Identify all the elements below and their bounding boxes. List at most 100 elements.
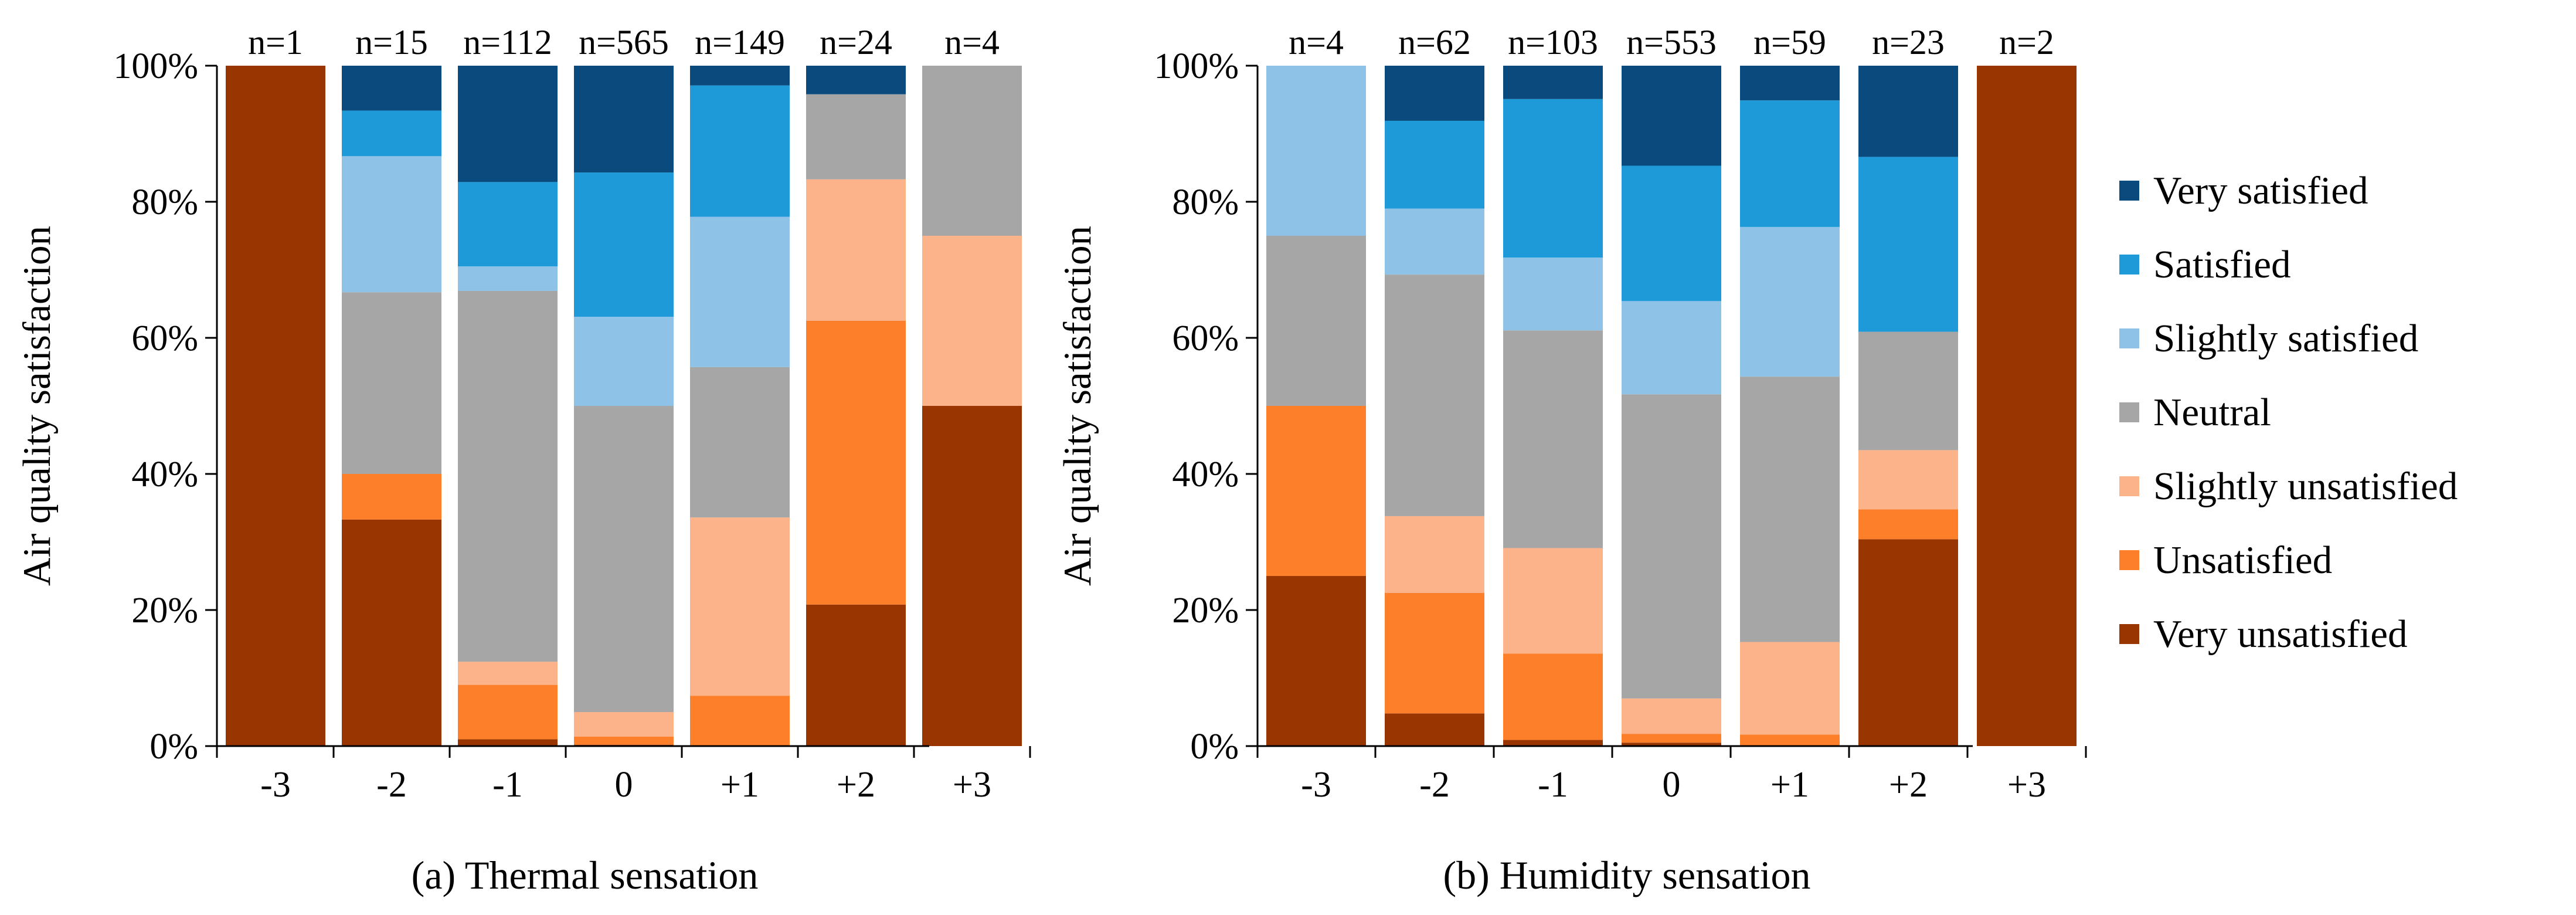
chart-a-bar-neutral-cat-6 — [922, 66, 1022, 236]
legend-swatch-unsatisfied — [2119, 550, 2139, 570]
chart-a-bar-unsatisfied-cat-2 — [458, 684, 558, 740]
chart-b-bar-very-unsatisfied-cat-3 — [1622, 743, 1721, 746]
chart-a-y-tick-label: 60% — [131, 318, 198, 358]
legend-item-slightly-satisfied: Slightly satisfied — [2119, 301, 2571, 375]
chart-b-y-tick-label: 20% — [1172, 591, 1239, 631]
legend-swatch-very-unsatisfied — [2119, 624, 2139, 644]
chart-b-bar-very-satisfied-cat-3 — [1622, 66, 1721, 166]
chart-b-bar-very-unsatisfied-cat-6 — [1977, 66, 2077, 746]
legend-item-slightly-unsatisfied: Slightly unsatisfied — [2119, 449, 2571, 523]
chart-b-bar-unsatisfied-cat-3 — [1622, 734, 1721, 743]
legend-swatch-slightly-unsatisfied — [2119, 476, 2139, 496]
chart-b-y-tick-label: 60% — [1172, 318, 1239, 358]
legend-swatch-neutral — [2119, 402, 2139, 422]
chart-a-x-tick-label: 0 — [615, 765, 633, 805]
chart-b-bar-neutral-cat-1 — [1385, 274, 1484, 516]
chart-a-bar-satisfied-cat-4 — [690, 85, 790, 217]
chart-a-bar-unsatisfied-cat-5 — [806, 321, 906, 605]
chart-b-bar-satisfied-cat-2 — [1503, 99, 1603, 258]
legend-label-unsatisfied: Unsatisfied — [2153, 538, 2333, 582]
chart-a-y-tick-label: 20% — [131, 591, 198, 631]
chart-b-bar-slightly-unsatisfied-cat-2 — [1503, 548, 1603, 654]
chart-b-bar-slightly-satisfied-cat-4 — [1740, 226, 1840, 377]
chart-a-y-tick-label: 80% — [131, 182, 198, 222]
chart-b-bar-unsatisfied-cat-4 — [1740, 734, 1840, 746]
chart-b-count-label: n=62 — [1398, 23, 1471, 62]
chart-a-count-label: n=149 — [695, 23, 785, 62]
chart-b-bar-slightly-satisfied-cat-2 — [1503, 257, 1603, 331]
chart-b-y-tick-label: 80% — [1172, 182, 1239, 222]
chart-a-y-tick-label: 100% — [113, 46, 198, 86]
chart-b-x-tick-label: -3 — [1301, 765, 1331, 805]
chart-b-bar-slightly-unsatisfied-cat-5 — [1858, 450, 1958, 510]
chart-b-bar-slightly-unsatisfied-cat-1 — [1385, 516, 1484, 593]
chart-b-bar-slightly-unsatisfied-cat-4 — [1740, 642, 1840, 735]
chart-a-title: (a) Thermal sensation — [412, 853, 759, 897]
chart-a-bar-neutral-cat-5 — [806, 94, 906, 179]
chart-a-bar-slightly-unsatisfied-cat-5 — [806, 179, 906, 321]
chart-b-bar-neutral-cat-3 — [1622, 394, 1721, 699]
chart-a-count-label: n=112 — [463, 23, 552, 62]
chart-a-bar-very-unsatisfied-cat-2 — [458, 739, 558, 746]
chart-b-bar-unsatisfied-cat-5 — [1858, 509, 1958, 540]
chart-a-bar-slightly-unsatisfied-cat-4 — [690, 517, 790, 696]
chart-a-x-tick-label: +3 — [953, 765, 991, 805]
chart-b-bar-very-satisfied-cat-2 — [1503, 66, 1603, 99]
chart-b-bar-slightly-satisfied-cat-0 — [1266, 66, 1366, 236]
chart-a-bar-very-unsatisfied-cat-1 — [342, 519, 441, 746]
chart-b-bar-satisfied-cat-3 — [1622, 165, 1721, 301]
chart-a-bar-very-unsatisfied-cat-5 — [806, 604, 906, 746]
chart-a-x-tick-label: -3 — [260, 765, 291, 805]
chart-a-bar-slightly-satisfied-cat-2 — [458, 266, 558, 291]
chart-b-y-tick-label: 40% — [1172, 455, 1239, 494]
chart-a-x-tick-label: +2 — [837, 765, 875, 805]
chart-b-count-label: n=553 — [1626, 23, 1717, 62]
chart-b-x-tick-label: -2 — [1419, 765, 1450, 805]
chart-a-bar-satisfied-cat-2 — [458, 182, 558, 267]
chart-b-bar-neutral-cat-4 — [1740, 377, 1840, 642]
chart-a-bar-satisfied-cat-3 — [574, 172, 674, 317]
chart-a-bar-slightly-satisfied-cat-1 — [342, 156, 441, 293]
chart-a-x-tick-label: +1 — [721, 765, 759, 805]
chart-b-count-label: n=59 — [1753, 23, 1826, 62]
chart-b-bar-very-unsatisfied-cat-0 — [1266, 576, 1366, 746]
chart-a-bar-very-satisfied-cat-4 — [690, 66, 790, 86]
chart-b-x-tick-label: 0 — [1663, 765, 1681, 805]
chart-b-bar-very-unsatisfied-cat-5 — [1858, 539, 1958, 746]
legend-label-very-satisfied: Very satisfied — [2153, 168, 2368, 212]
chart-a-count-label: n=15 — [355, 23, 428, 62]
chart-a-bar-slightly-unsatisfied-cat-3 — [574, 712, 674, 737]
chart-b-title: (b) Humidity sensation — [1443, 853, 1810, 897]
legend-label-neutral: Neutral — [2153, 390, 2271, 434]
chart-a-x-tick-label: -2 — [376, 765, 407, 805]
chart-b-bar-very-satisfied-cat-5 — [1858, 66, 1958, 157]
chart-a-bar-slightly-unsatisfied-cat-2 — [458, 662, 558, 685]
chart-b-bar-satisfied-cat-4 — [1740, 100, 1840, 227]
chart-a-bar-unsatisfied-cat-4 — [690, 696, 790, 746]
chart-a-count-label: n=24 — [820, 23, 892, 62]
chart-a-bar-slightly-satisfied-cat-4 — [690, 216, 790, 367]
chart-a-bar-unsatisfied-cat-1 — [342, 474, 441, 520]
chart-a-y-tick-label: 40% — [131, 455, 198, 494]
chart-b-bar-very-satisfied-cat-1 — [1385, 66, 1484, 121]
legend: Very satisfied Satisfied Slightly satisf… — [2119, 154, 2571, 671]
chart-b-count-label: n=2 — [1999, 23, 2054, 62]
chart-a-bar-neutral-cat-3 — [574, 406, 674, 712]
legend-item-very-satisfied: Very satisfied — [2119, 154, 2571, 228]
chart-b-count-label: n=4 — [1289, 23, 1344, 62]
chart-b-bar-slightly-unsatisfied-cat-3 — [1622, 698, 1721, 734]
legend-label-slightly-unsatisfied: Slightly unsatisfied — [2153, 464, 2458, 508]
chart-b-count-label: n=103 — [1508, 23, 1598, 62]
legend-label-slightly-satisfied: Slightly satisfied — [2153, 316, 2419, 360]
chart-a-bar-unsatisfied-cat-3 — [574, 736, 674, 745]
chart-a-bar-neutral-cat-2 — [458, 290, 558, 662]
chart-a-bar-neutral-cat-4 — [690, 367, 790, 518]
charts-canvas: n=1 -3 n=15 -2 n=112 -1 n=565 0 n=149 +1 n=24 +2 n=4… — [15, 23, 2087, 897]
chart-b-count-label: n=23 — [1872, 23, 1945, 62]
chart-b-x-tick-label: +1 — [1770, 765, 1809, 805]
chart-b-bar-very-satisfied-cat-4 — [1740, 66, 1840, 101]
chart-a-count-label: n=1 — [248, 23, 303, 62]
chart-b-bar-very-unsatisfied-cat-2 — [1503, 740, 1603, 746]
chart-a-x-tick-label: -1 — [492, 765, 523, 805]
